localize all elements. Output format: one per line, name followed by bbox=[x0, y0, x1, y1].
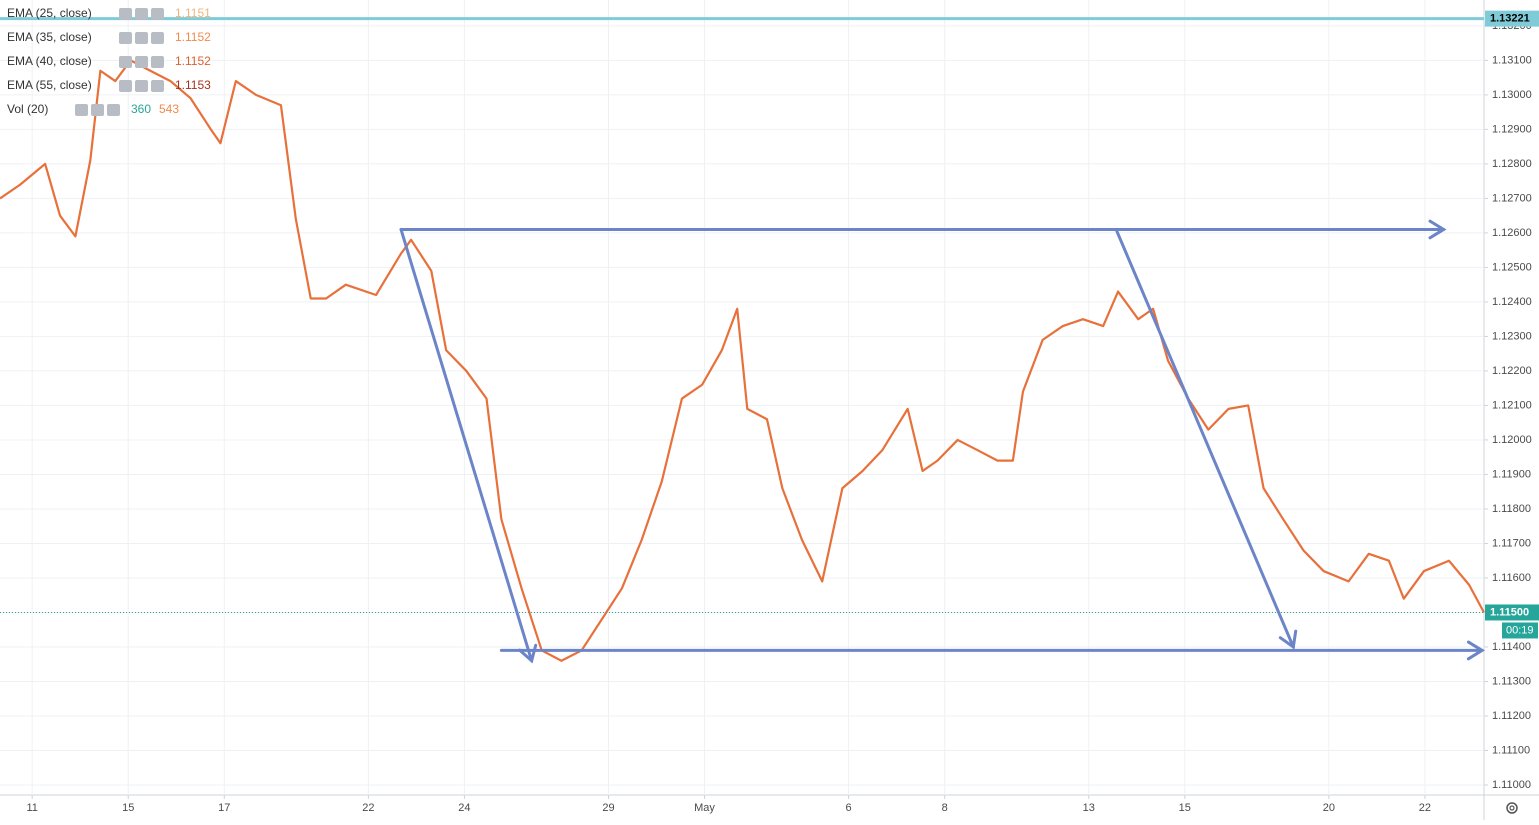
countdown: 00:19 bbox=[1506, 624, 1534, 636]
y-tick-label: 1.12000 bbox=[1492, 434, 1532, 446]
y-tick-label: 1.13100 bbox=[1492, 54, 1532, 66]
legend-label: EMA (25, close) bbox=[7, 6, 92, 20]
y-tick-label: 1.11100 bbox=[1492, 744, 1530, 756]
x-tick-label: 24 bbox=[458, 802, 470, 814]
y-tick-label: 1.12200 bbox=[1492, 365, 1532, 377]
legend-icon[interactable] bbox=[119, 80, 132, 92]
legend-icon[interactable] bbox=[151, 80, 164, 92]
legend-label: EMA (55, close) bbox=[7, 78, 92, 92]
y-tick-label: 1.11200 bbox=[1492, 710, 1531, 722]
legend-icon[interactable] bbox=[151, 56, 164, 68]
y-tick-label: 1.12500 bbox=[1492, 261, 1532, 273]
price-label-box bbox=[1485, 604, 1539, 621]
x-tick-label: 22 bbox=[1419, 802, 1431, 814]
x-tick-label: 8 bbox=[942, 802, 948, 814]
legend-icon[interactable] bbox=[91, 104, 104, 116]
y-tick-label: 1.12600 bbox=[1492, 227, 1532, 239]
y-tick-label: 1.11000 bbox=[1492, 779, 1531, 791]
legend-icon[interactable] bbox=[119, 56, 132, 68]
grid bbox=[0, 0, 1484, 795]
x-tick-label: 11 bbox=[26, 802, 37, 814]
x-tick-label: 6 bbox=[846, 802, 852, 814]
legend-value: 1.1153 bbox=[175, 78, 211, 92]
y-tick-label: 1.12800 bbox=[1492, 158, 1532, 170]
settings-icon[interactable] bbox=[1506, 802, 1518, 814]
legend-icon[interactable] bbox=[151, 8, 164, 20]
legend-value: 1.1152 bbox=[175, 30, 211, 44]
legend-icon[interactable] bbox=[135, 56, 148, 68]
arrow-head bbox=[1278, 629, 1298, 650]
legend-icon[interactable] bbox=[135, 8, 148, 20]
y-tick-label: 1.12900 bbox=[1492, 123, 1532, 135]
y-tick-label: 1.13000 bbox=[1492, 89, 1532, 101]
trend-arrow bbox=[1114, 227, 1295, 649]
price-line bbox=[0, 59, 1485, 662]
y-tick-label: 1.12700 bbox=[1492, 192, 1532, 204]
x-tick-label: 15 bbox=[1179, 802, 1191, 814]
price-label: 1.11500 bbox=[1490, 606, 1529, 618]
legend-label: Vol (20) bbox=[7, 102, 48, 116]
level-label-box bbox=[1485, 10, 1539, 27]
legend-value: 360 bbox=[131, 102, 151, 116]
legend-label: EMA (35, close) bbox=[7, 30, 92, 44]
legend-icon[interactable] bbox=[119, 32, 132, 44]
trend-arrow bbox=[399, 227, 534, 663]
y-tick-label: 1.11300 bbox=[1492, 675, 1531, 687]
x-tick-label: 22 bbox=[362, 802, 374, 814]
legend-icon[interactable] bbox=[107, 104, 120, 116]
x-tick-label: May bbox=[694, 802, 715, 814]
y-tick-label: 1.12100 bbox=[1492, 399, 1532, 411]
plot bbox=[0, 17, 1485, 664]
y-tick-label: 1.12300 bbox=[1492, 330, 1532, 342]
legend-value: 1.1152 bbox=[175, 54, 211, 68]
arrow-head bbox=[1466, 640, 1485, 661]
x-tick-label: 15 bbox=[122, 802, 134, 814]
legend-value: 543 bbox=[159, 102, 179, 116]
settings-icon-core bbox=[1509, 805, 1515, 811]
countdown-box bbox=[1502, 622, 1538, 639]
legend-label: EMA (40, close) bbox=[7, 54, 92, 68]
y-tick-label: 1.11700 bbox=[1492, 537, 1531, 549]
x-tick-label: 20 bbox=[1323, 802, 1335, 814]
arrow-head bbox=[518, 643, 538, 664]
y-tick-label: 1.11800 bbox=[1492, 503, 1531, 515]
y-tick-label: 1.11900 bbox=[1492, 468, 1531, 480]
legend-icon[interactable] bbox=[75, 104, 88, 116]
arrow-head bbox=[1428, 219, 1447, 240]
legend-icon[interactable] bbox=[135, 80, 148, 92]
x-tick-label: 17 bbox=[218, 802, 230, 814]
legend-icon[interactable] bbox=[119, 8, 132, 20]
legend-icon[interactable] bbox=[151, 32, 164, 44]
y-tick-label: 1.11600 bbox=[1492, 572, 1531, 584]
level-label: 1.13221 bbox=[1490, 13, 1530, 25]
legend-icon[interactable] bbox=[135, 32, 148, 44]
settings-icon-ring bbox=[1506, 802, 1518, 814]
x-tick-label: 29 bbox=[602, 802, 614, 814]
y-tick-label: 1.11400 bbox=[1492, 641, 1531, 653]
x-tick-label: 13 bbox=[1083, 802, 1095, 814]
legend: EMA (25, close) 1.1151 EMA (35, close) 1.11… bbox=[7, 6, 211, 116]
legend-value: 1.1151 bbox=[175, 6, 211, 20]
y-tick-label: 1.12400 bbox=[1492, 296, 1532, 308]
